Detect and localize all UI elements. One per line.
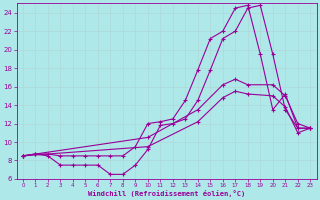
X-axis label: Windchill (Refroidissement éolien,°C): Windchill (Refroidissement éolien,°C) [88,190,245,197]
